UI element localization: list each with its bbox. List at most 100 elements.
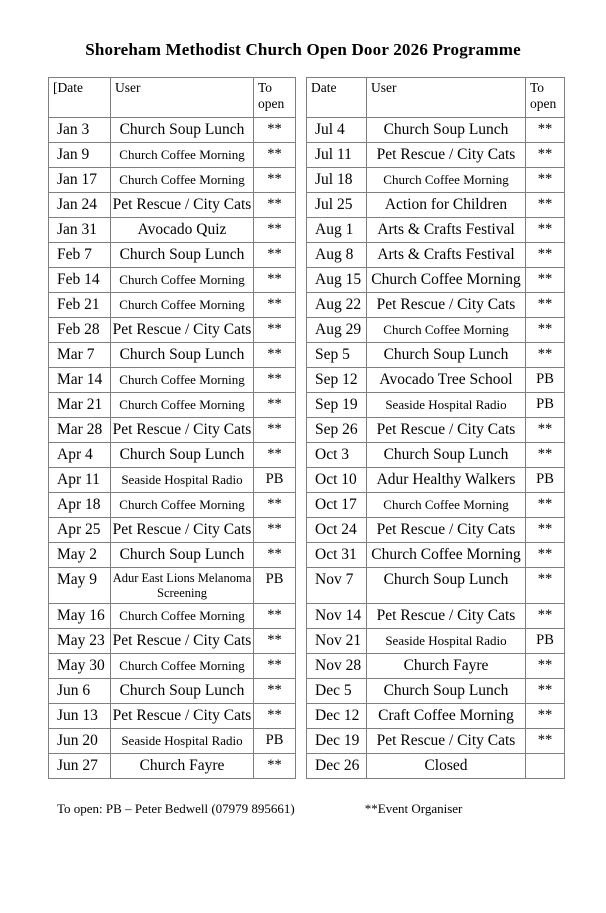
table-row: Mar 28 Pet Rescue / City Cats ** bbox=[48, 417, 296, 443]
date-cell: Oct 17 bbox=[306, 492, 367, 518]
date-cell: Nov 14 bbox=[306, 603, 367, 629]
user-cell: Church Fayre bbox=[110, 753, 254, 779]
user-cell: Church Coffee Morning bbox=[110, 142, 254, 168]
date-cell: Aug 15 bbox=[306, 267, 367, 293]
table-row: Aug 1 Arts & Crafts Festival ** bbox=[306, 217, 565, 243]
to-open-cell: ** bbox=[253, 603, 296, 629]
date-cell: Apr 11 bbox=[48, 467, 111, 493]
date-cell: Nov 28 bbox=[306, 653, 367, 679]
table-row: Sep 19 Seaside Hospital Radio PB bbox=[306, 392, 565, 418]
to-open-cell: PB bbox=[253, 728, 296, 754]
date-column-header: Date bbox=[306, 77, 367, 118]
user-column-header: User bbox=[110, 77, 254, 118]
to-open-cell: ** bbox=[525, 442, 565, 468]
to-open-cell: ** bbox=[525, 678, 565, 704]
table-row: Dec 5 Church Soup Lunch ** bbox=[306, 678, 565, 704]
date-cell: Aug 29 bbox=[306, 317, 367, 343]
table-row: Jun 13 Pet Rescue / City Cats ** bbox=[48, 703, 296, 729]
to-open-cell: ** bbox=[525, 653, 565, 679]
header-row: Date User To open bbox=[306, 77, 565, 118]
to-open-cell: ** bbox=[253, 392, 296, 418]
date-cell: Dec 19 bbox=[306, 728, 367, 754]
table-row: Dec 12 Craft Coffee Morning ** bbox=[306, 703, 565, 729]
user-cell: Arts & Crafts Festival bbox=[366, 242, 526, 268]
table-row: Feb 14 Church Coffee Morning ** bbox=[48, 267, 296, 293]
date-cell: Jan 9 bbox=[48, 142, 111, 168]
date-cell: May 30 bbox=[48, 653, 111, 679]
user-cell: Pet Rescue / City Cats bbox=[110, 192, 254, 218]
to-open-cell: ** bbox=[253, 142, 296, 168]
date-cell: Jul 11 bbox=[306, 142, 367, 168]
date-cell: Nov 7 bbox=[306, 567, 367, 604]
to-open-cell: ** bbox=[525, 703, 565, 729]
to-open-cell: ** bbox=[253, 653, 296, 679]
user-cell: Church Coffee Morning bbox=[110, 367, 254, 393]
table-body-right: Jul 4 Church Soup Lunch ** Jul 11 Pet Rescue… bbox=[306, 117, 565, 779]
user-cell: Church Coffee Morning bbox=[110, 292, 254, 318]
date-cell: May 23 bbox=[48, 628, 111, 654]
date-cell: Feb 14 bbox=[48, 267, 111, 293]
user-cell: Church Soup Lunch bbox=[366, 678, 526, 704]
table-row: Aug 29 Church Coffee Morning ** bbox=[306, 317, 565, 343]
date-cell: Aug 8 bbox=[306, 242, 367, 268]
to-open-cell: ** bbox=[525, 492, 565, 518]
user-cell: Pet Rescue / City Cats bbox=[110, 417, 254, 443]
event-organiser-note: **Event Organiser bbox=[364, 801, 463, 816]
date-cell: Oct 24 bbox=[306, 517, 367, 543]
date-cell: Sep 19 bbox=[306, 392, 367, 418]
header-row: [Date User To open bbox=[48, 77, 296, 118]
user-cell: Church Soup Lunch bbox=[110, 342, 254, 368]
table-row: Jun 27 Church Fayre ** bbox=[48, 753, 296, 779]
to-open-cell: ** bbox=[525, 317, 565, 343]
to-open-cell: ** bbox=[253, 267, 296, 293]
date-cell: Apr 25 bbox=[48, 517, 111, 543]
to-open-cell: ** bbox=[253, 517, 296, 543]
date-cell: Aug 1 bbox=[306, 217, 367, 243]
to-open-cell: ** bbox=[253, 442, 296, 468]
programme-tables: [Date User To open Jan 3 Church Soup Lunc… bbox=[48, 77, 606, 779]
user-cell: Seaside Hospital Radio bbox=[366, 628, 526, 654]
user-cell: Avocado Tree School bbox=[366, 367, 526, 393]
to-open-cell: ** bbox=[525, 417, 565, 443]
table-row: Nov 7 Church Soup Lunch ** bbox=[306, 567, 565, 604]
user-cell: Church Soup Lunch bbox=[110, 678, 254, 704]
date-cell: Aug 22 bbox=[306, 292, 367, 318]
date-cell: Jan 3 bbox=[48, 117, 111, 143]
table-row: May 16 Church Coffee Morning ** bbox=[48, 603, 296, 629]
table-row: Aug 15 Church Coffee Morning ** bbox=[306, 267, 565, 293]
table-row: Jan 3 Church Soup Lunch ** bbox=[48, 117, 296, 143]
table-row: Jan 31 Avocado Quiz ** bbox=[48, 217, 296, 243]
to-open-cell: ** bbox=[525, 117, 565, 143]
user-cell: Church Coffee Morning bbox=[110, 267, 254, 293]
date-cell: Jul 4 bbox=[306, 117, 367, 143]
date-cell: Dec 12 bbox=[306, 703, 367, 729]
table-row: Nov 14 Pet Rescue / City Cats ** bbox=[306, 603, 565, 629]
user-cell: Church Coffee Morning bbox=[366, 167, 526, 193]
table-row: Jan 24 Pet Rescue / City Cats ** bbox=[48, 192, 296, 218]
user-cell: Church Fayre bbox=[366, 653, 526, 679]
date-cell: Jun 13 bbox=[48, 703, 111, 729]
to-open-cell: ** bbox=[253, 117, 296, 143]
table-row: Dec 26 Closed bbox=[306, 753, 565, 779]
to-open-cell: ** bbox=[253, 242, 296, 268]
table-row: Apr 18 Church Coffee Morning ** bbox=[48, 492, 296, 518]
table-row: Apr 25 Pet Rescue / City Cats ** bbox=[48, 517, 296, 543]
table-row: Nov 28 Church Fayre ** bbox=[306, 653, 565, 679]
to-open-cell: ** bbox=[525, 167, 565, 193]
table-row: Apr 11 Seaside Hospital Radio PB bbox=[48, 467, 296, 493]
date-cell: Sep 5 bbox=[306, 342, 367, 368]
user-cell: Church Soup Lunch bbox=[366, 567, 526, 604]
date-cell: Feb 7 bbox=[48, 242, 111, 268]
to-open-cell: ** bbox=[525, 192, 565, 218]
to-open-cell: ** bbox=[253, 317, 296, 343]
table-row: Nov 21 Seaside Hospital Radio PB bbox=[306, 628, 565, 654]
user-cell: Pet Rescue / City Cats bbox=[366, 728, 526, 754]
table-row: Feb 21 Church Coffee Morning ** bbox=[48, 292, 296, 318]
user-cell: Craft Coffee Morning bbox=[366, 703, 526, 729]
page-title: Shoreham Methodist Church Open Door 2026… bbox=[85, 40, 521, 59]
to-open-cell: ** bbox=[525, 267, 565, 293]
programme-table-jul-dec: Date User To open Jul 4 Church Soup Lunch… bbox=[306, 77, 565, 779]
to-open-column-header: To open bbox=[253, 77, 296, 118]
date-cell: Apr 18 bbox=[48, 492, 111, 518]
table-row: Jul 25 Action for Children ** bbox=[306, 192, 565, 218]
